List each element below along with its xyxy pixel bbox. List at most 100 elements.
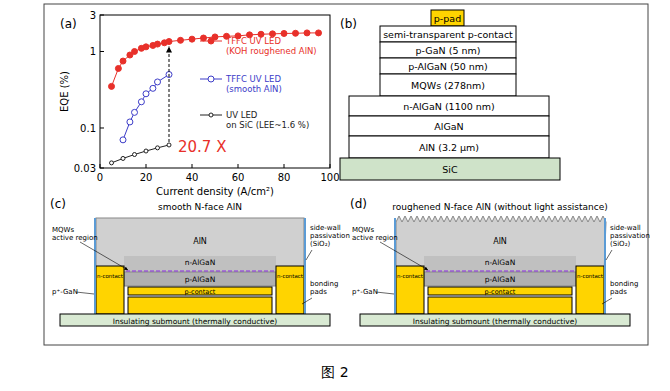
annotation-arrow [169,47,170,142]
layer-label: n-AlGaN (1100 nm) [403,101,495,112]
y-tick-label: 3 [90,10,96,21]
x-tick-label: 100 [320,172,339,183]
n-contact-label: n-contact [277,273,304,279]
data-point [167,143,171,147]
sidewall-passivation [394,218,396,314]
text-line: 60 [232,172,245,183]
text-line: MQWs [352,226,374,234]
layer-label: p-GaN (5 nm) [416,45,481,56]
layer-label: n-AlGaN [485,258,516,267]
text-line: n-contact [397,273,424,279]
legend-marker [209,113,213,117]
text-line: active region [352,234,398,242]
text-line: 0.03 [74,163,96,174]
x-tick-label: 80 [278,172,291,183]
layer [380,42,516,58]
n-algan-layer [424,256,576,272]
x-tick [238,164,239,168]
data-point [132,109,138,115]
x-tick-label: 20 [140,172,153,183]
x-axis-label: Current density (A/cm²) [156,186,274,197]
surface-label: roughened N-face AlN (without light assi… [392,202,608,212]
p-algan-layer [424,272,576,286]
callout: bondingpads [310,280,338,296]
text-line: (smooth AlN) [226,84,282,94]
panel-label: (c) [50,197,66,211]
text-line: p⁺-GaN [52,288,78,296]
text-line: AlN (3.2 μm) [419,142,479,153]
layer-label: AlN (3.2 μm) [419,142,479,153]
layer [349,116,549,136]
x-tick [146,164,147,168]
n-contact [396,266,424,314]
text-line: 80 [278,172,291,183]
text-line: Current density (A/cm²) [156,186,274,197]
text-line: semi-transparent p-contact [383,29,513,40]
text-line: AlN [193,237,207,246]
figure: (a)0204060801000.030.113Current density … [0,0,670,391]
submount [60,314,330,326]
text-line: n-AlGaN [185,258,216,267]
text-line: (SiO₂) [610,240,630,248]
layer [349,96,549,116]
data-point [155,79,161,85]
data-point [166,39,172,45]
text-line: passivation [610,232,650,240]
sidewall-passivation [94,218,96,314]
text-line: AlN [493,237,507,246]
y-tick [100,15,104,16]
x-tick [192,164,193,168]
text-line: (KOH roughened AlN) [226,46,317,56]
series-line [123,75,169,140]
x-tick-label: 60 [232,172,245,183]
aln-layer [96,218,304,274]
p-contact-label: p-contact [185,288,216,296]
text-line: SiC [442,164,458,175]
text-line: pads [310,288,327,296]
text-line: (c) [50,197,66,211]
data-point [109,83,115,89]
text-line: n-contact [577,273,604,279]
y-tick-label: 0.03 [74,163,96,174]
text-line: n-AlGaN (1100 nm) [403,101,495,112]
data-point [150,85,156,91]
callout-line [606,250,612,260]
text-line: Insulating submount (thermally conductiv… [113,317,278,326]
callout: bondingpads [610,280,638,296]
text-line: active region [52,234,98,242]
panel-label: (d) [350,197,367,211]
data-point [304,30,310,36]
data-point [281,30,287,36]
data-point [156,146,160,150]
bonding-pad [428,297,572,314]
legend-marker [208,38,214,44]
text-line: (d) [350,197,367,211]
text-line: (a) [60,17,77,31]
legend-label: TFFC UV LED(smooth AlN) [225,74,282,94]
y-tick [100,127,104,128]
text-line: TFFC UV LED [225,74,281,84]
data-point [120,58,126,64]
callout-line [302,298,312,304]
text-line: p-GaN (5 nm) [416,45,481,56]
y-tick-label: 0.1 [80,123,96,134]
mqw-line [126,270,274,271]
text-line: on SiC (LEE~1.6 %) [226,120,309,130]
layer [340,158,560,180]
text-line: n-contact [277,273,304,279]
submount-label: Insulating submount (thermally conductiv… [113,317,278,326]
layer [349,136,549,158]
text-line: p⁺-GaN [352,288,378,296]
layer-label: p-AlGaN (50 nm) [408,61,488,72]
text-line: p-contact [185,288,216,296]
callout: side-wallpassivation(SiO₂) [310,224,350,248]
x-tick-label: 40 [186,172,199,183]
data-point [143,44,149,50]
figure-frame [44,4,648,345]
text-line: roughened N-face AlN (without light assi… [392,202,608,212]
layer-label: p-pad [434,13,461,24]
data-point [133,153,137,157]
text-line: n-contact [97,273,124,279]
text-line: p-contact [485,288,516,296]
n-contact-label: n-contact [97,273,124,279]
